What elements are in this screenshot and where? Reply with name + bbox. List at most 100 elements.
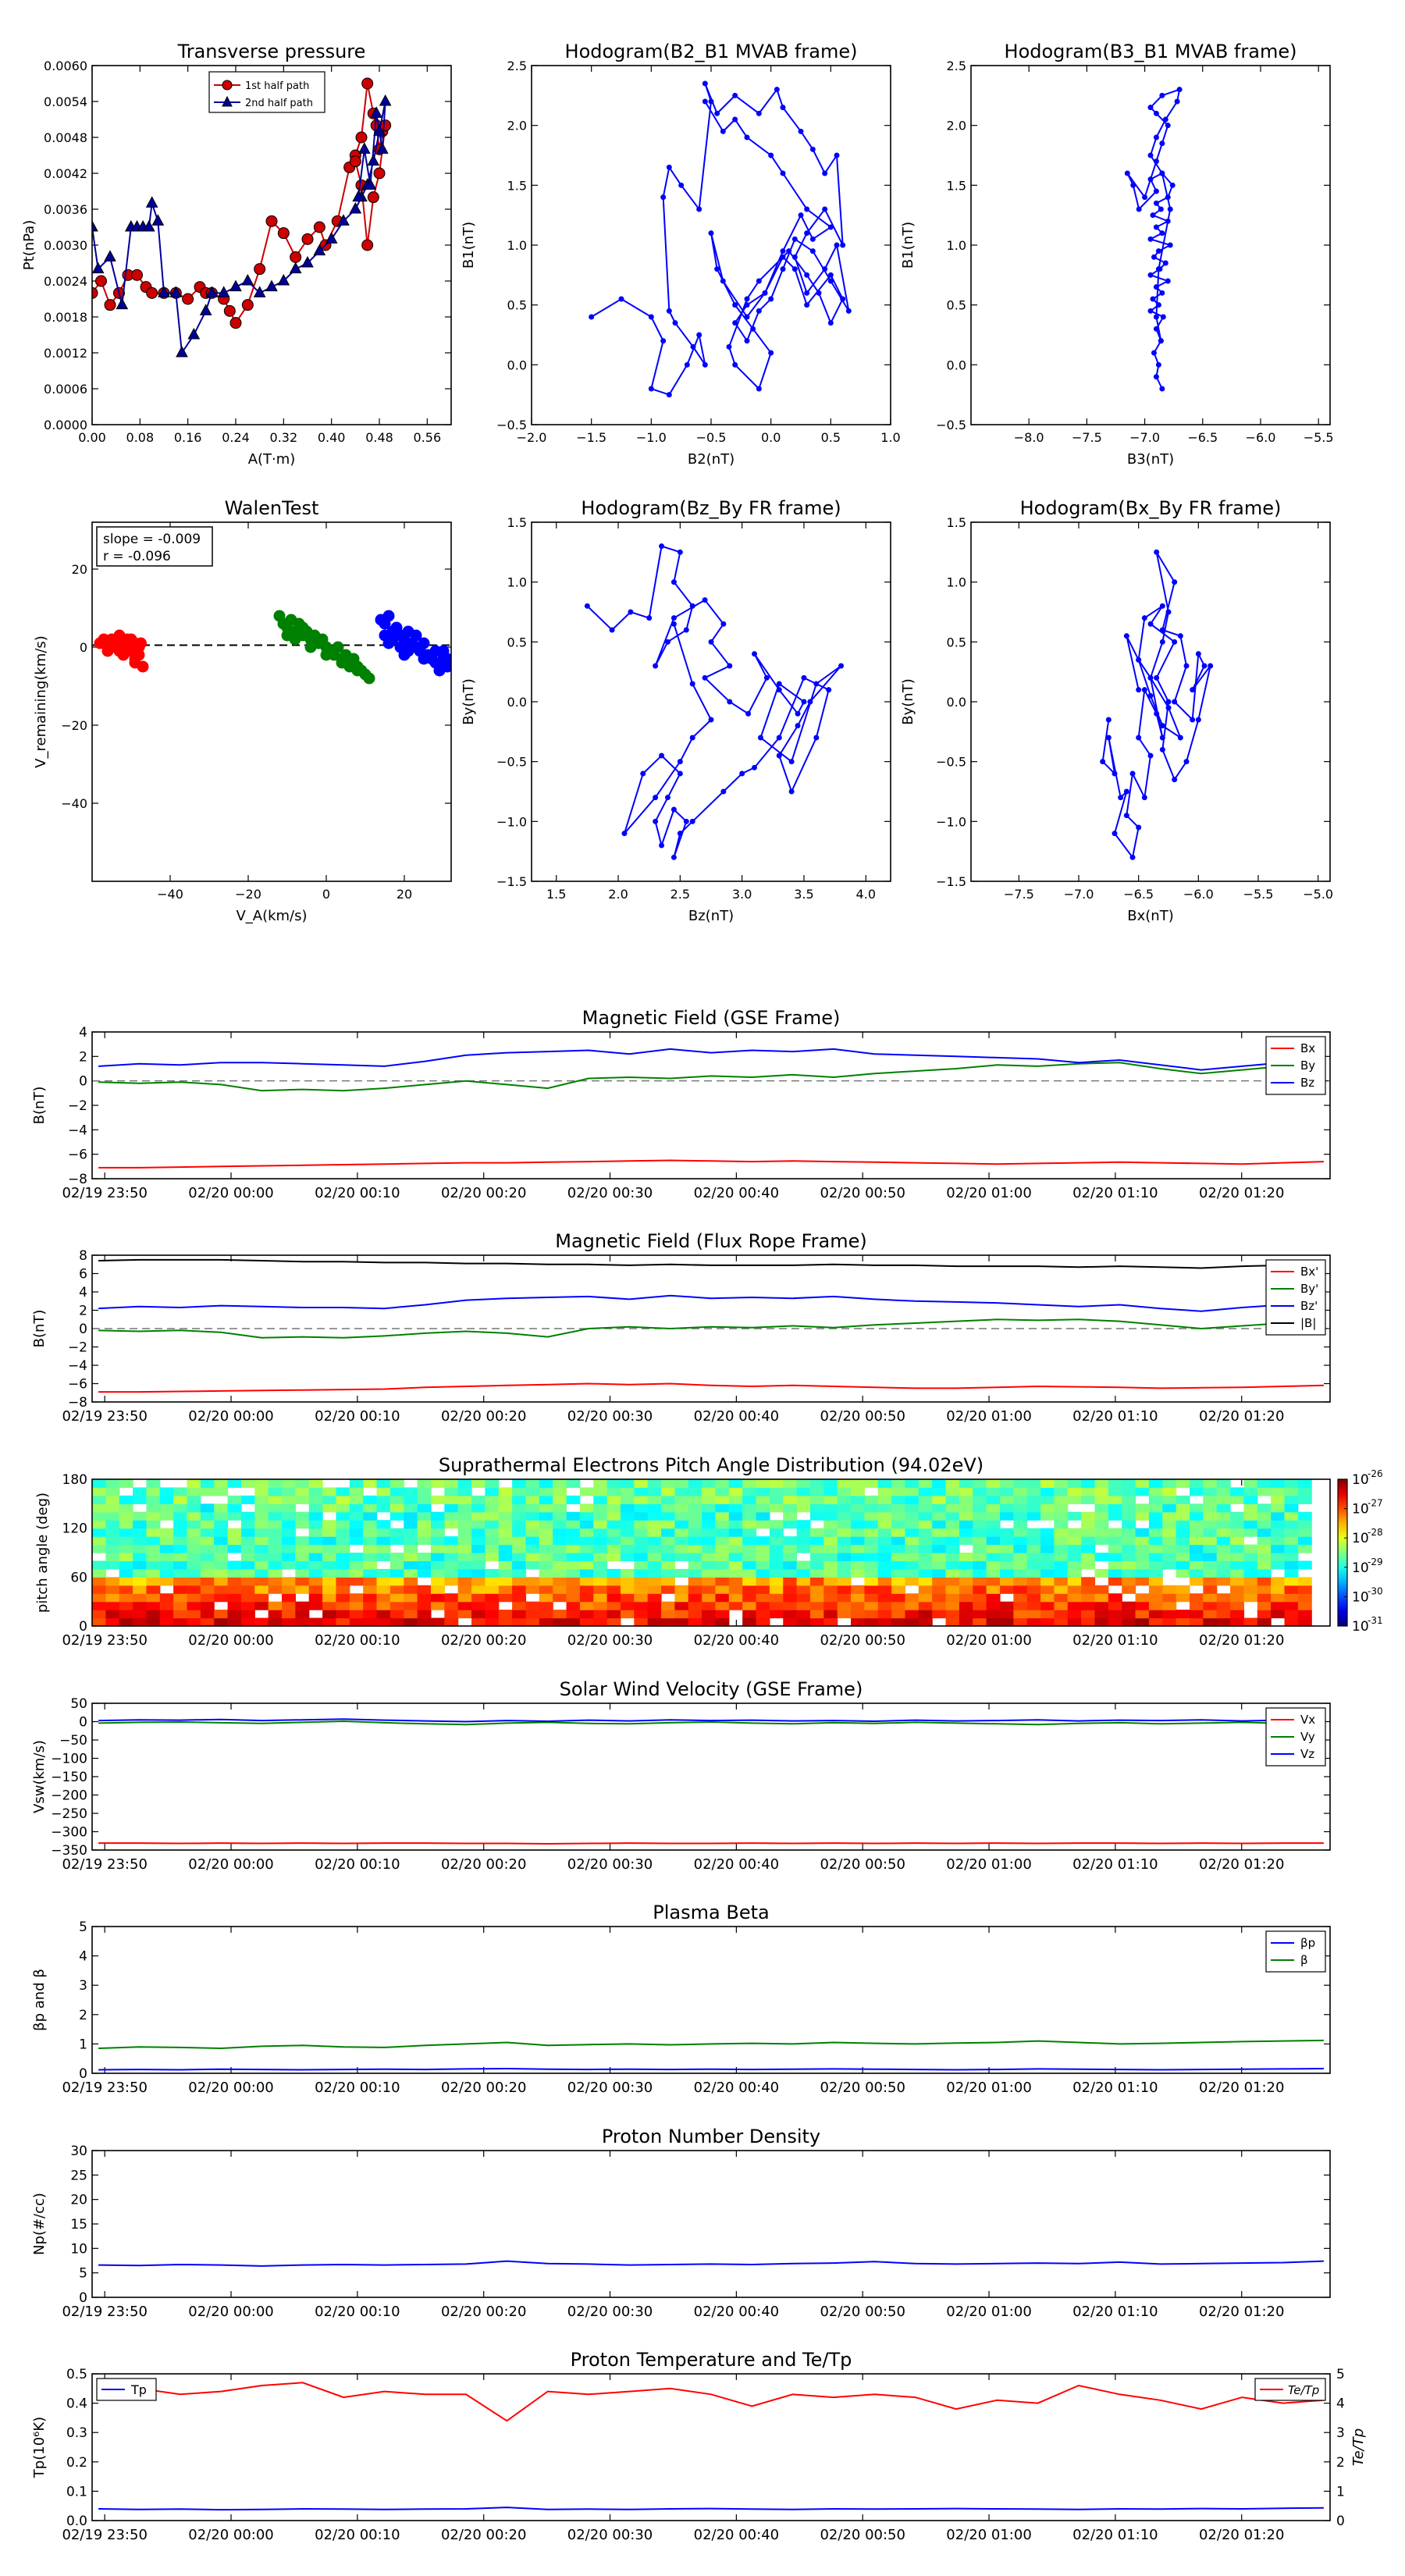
data-point <box>145 196 158 208</box>
heatmap-cell <box>240 1553 255 1562</box>
heatmap-cell <box>1257 1503 1272 1513</box>
heatmap-cell <box>1176 1495 1190 1504</box>
heatmap-cell <box>796 1577 811 1586</box>
heatmap-cell <box>92 1560 106 1570</box>
colorbar-tick-base: 10 <box>1352 1531 1369 1546</box>
data-point <box>780 266 786 272</box>
data-point <box>349 201 362 214</box>
heatmap-cell <box>254 1511 269 1521</box>
heatmap-cell <box>702 1503 717 1513</box>
y2-axis-label: Te/Tp <box>1350 2428 1367 2466</box>
heatmap-cell <box>430 1536 445 1546</box>
heatmap-cell <box>932 1593 947 1603</box>
heatmap-cell <box>1108 1487 1122 1496</box>
data-point <box>822 266 828 272</box>
heatmap-cell <box>363 1577 378 1586</box>
heatmap-cell <box>742 1495 757 1504</box>
time-tick-label: 02/20 00:40 <box>694 1632 779 1649</box>
heatmap-cell <box>214 1585 229 1594</box>
heatmap-cell <box>702 1585 717 1594</box>
heatmap-cell <box>606 1593 621 1603</box>
heatmap-cell <box>905 1536 919 1546</box>
heatmap-cell <box>593 1511 608 1521</box>
heatmap-cell <box>485 1487 500 1496</box>
heatmap-cell <box>674 1544 689 1553</box>
data-point <box>744 134 750 141</box>
heatmap-cell <box>1257 1617 1272 1627</box>
heatmap-cell <box>999 1585 1014 1594</box>
heatmap-cell <box>417 1528 432 1537</box>
heatmap-cell <box>485 1617 500 1627</box>
heatmap-cell <box>606 1617 621 1627</box>
heatmap-cell <box>742 1617 757 1627</box>
heatmap-cell <box>1243 1495 1258 1504</box>
heatmap-cell <box>1243 1617 1258 1627</box>
heatmap-cell <box>742 1544 757 1553</box>
heatmap-cell <box>1081 1528 1096 1537</box>
heatmap-cell <box>851 1479 865 1489</box>
heatmap-cell <box>471 1577 486 1586</box>
heatmap-cell <box>769 1568 784 1578</box>
heatmap-cell <box>457 1511 472 1521</box>
heatmap-cell <box>999 1536 1014 1546</box>
heatmap-cell <box>783 1617 798 1627</box>
heatmap-cell <box>471 1511 486 1521</box>
heatmap-cell <box>1284 1511 1299 1521</box>
heatmap-cell <box>959 1511 973 1521</box>
data-point <box>845 308 852 314</box>
heatmap-cell <box>1108 1479 1122 1489</box>
data-point <box>1153 134 1159 141</box>
data-point <box>702 98 708 105</box>
y-axis-label: B(nT) <box>31 1310 48 1348</box>
colorbar <box>1337 1478 1348 1627</box>
heatmap-cell <box>647 1617 662 1627</box>
heatmap-cell <box>146 1560 161 1570</box>
x-tick-label: −40 <box>157 887 183 902</box>
heatmap-cell <box>1135 1536 1150 1546</box>
heatmap-cell <box>498 1617 513 1627</box>
heatmap-cell <box>593 1577 608 1586</box>
heatmap-cell <box>389 1479 404 1489</box>
heatmap-cell <box>783 1495 798 1504</box>
heatmap-cell <box>444 1601 459 1610</box>
heatmap-cell <box>1297 1560 1312 1570</box>
y-tick-label: 120 <box>62 1521 87 1537</box>
heatmap-cell <box>268 1520 283 1529</box>
heatmap-cell <box>1230 1520 1245 1529</box>
heatmap-cell <box>539 1511 553 1521</box>
data-point <box>670 579 677 585</box>
data-point <box>382 637 395 649</box>
heatmap-cell <box>376 1568 391 1578</box>
heatmap-cell <box>512 1601 527 1610</box>
data-point <box>1123 633 1129 639</box>
heatmap-cell <box>905 1601 919 1610</box>
data-point <box>1201 663 1208 669</box>
heatmap-cell <box>1216 1495 1231 1504</box>
heatmap-cell <box>647 1487 662 1496</box>
heatmap-cell <box>864 1511 879 1521</box>
heatmap-cell <box>444 1577 459 1586</box>
heatmap-cell <box>851 1495 865 1504</box>
heatmap-cell <box>1189 1544 1204 1553</box>
heatmap-cell <box>851 1536 865 1546</box>
heatmap-cell <box>756 1503 770 1513</box>
data-point <box>732 116 738 123</box>
heatmap-cell <box>809 1610 824 1619</box>
heatmap-cell <box>498 1544 513 1553</box>
heatmap-cell <box>756 1511 770 1521</box>
heatmap-cell <box>756 1487 770 1496</box>
heatmap-cell <box>525 1577 540 1586</box>
heatmap-cell <box>1257 1601 1272 1610</box>
heatmap-cell <box>945 1585 960 1594</box>
heatmap-cell <box>851 1553 865 1562</box>
plot-area <box>98 2382 1324 2511</box>
heatmap-cell <box>173 1560 188 1570</box>
heatmap-cell <box>661 1577 675 1586</box>
heatmap-cell <box>1203 1511 1218 1521</box>
heatmap-cell <box>282 1601 296 1610</box>
y-tick-label: 5 <box>79 1920 87 1935</box>
heatmap-cell <box>214 1577 229 1586</box>
heatmap-cell <box>322 1528 337 1537</box>
data-point <box>670 621 677 627</box>
heatmap-cell <box>173 1577 188 1586</box>
